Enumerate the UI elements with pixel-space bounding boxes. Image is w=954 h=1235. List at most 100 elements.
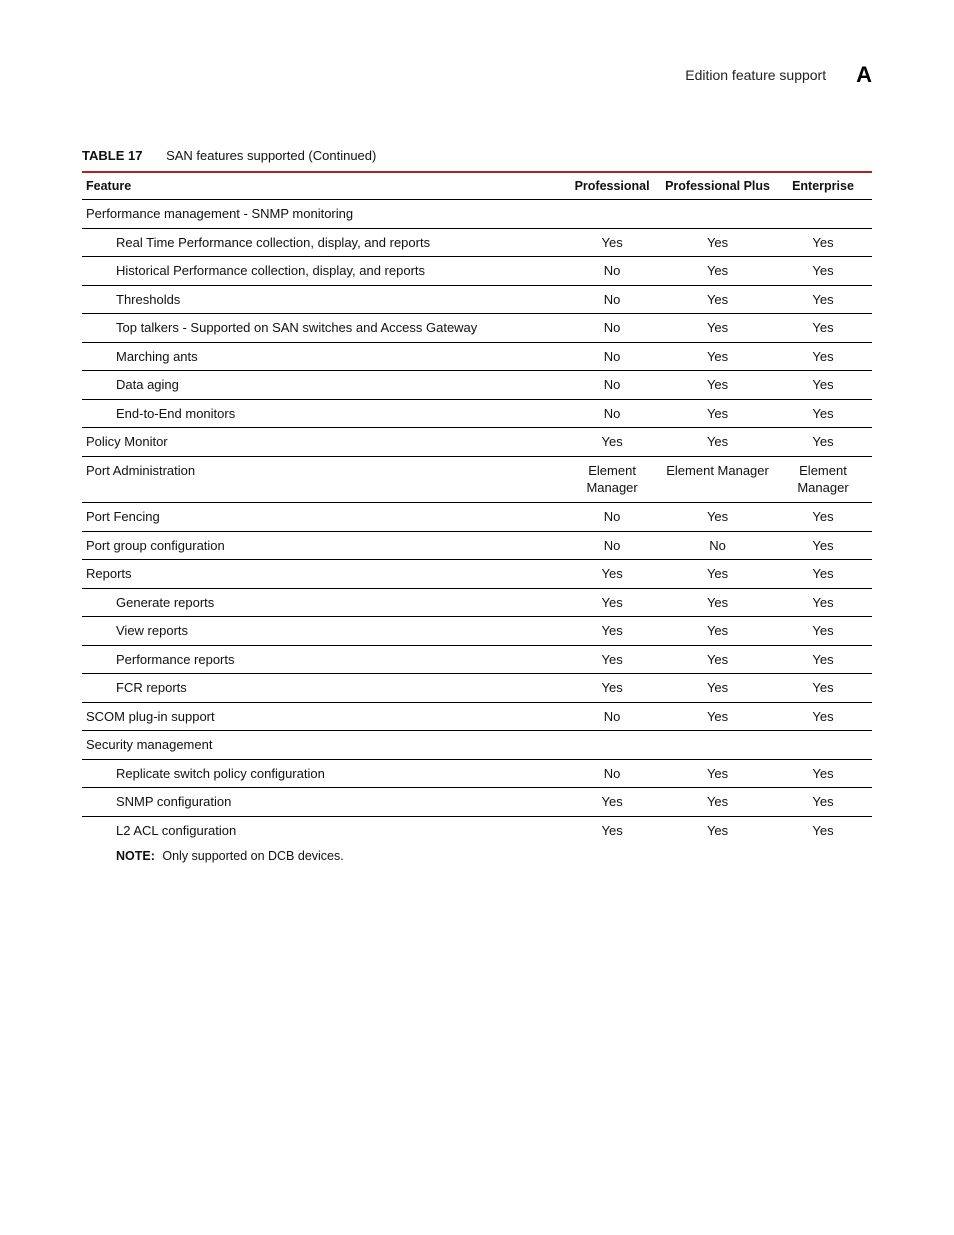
cell-professional-plus: Yes: [661, 674, 774, 703]
cell-enterprise: Yes: [774, 503, 872, 532]
cell-feature: Port Fencing: [82, 503, 563, 532]
running-header: Edition feature support A: [82, 62, 872, 88]
table-row: Historical Performance collection, displ…: [82, 257, 872, 286]
cell-enterprise: Yes: [774, 531, 872, 560]
cell-feature: Security management: [82, 731, 872, 760]
cell-enterprise: Yes: [774, 674, 872, 703]
cell-feature: Replicate switch policy configuration: [82, 759, 563, 788]
cell-feature: FCR reports: [82, 674, 563, 703]
cell-professional: Yes: [563, 817, 661, 845]
cell-feature: Data aging: [82, 371, 563, 400]
cell-enterprise: Yes: [774, 257, 872, 286]
cell-feature: View reports: [82, 617, 563, 646]
cell-professional-plus: Yes: [661, 371, 774, 400]
cell-professional: No: [563, 314, 661, 343]
cell-professional: No: [563, 531, 661, 560]
table-row: Marching antsNoYesYes: [82, 342, 872, 371]
cell-feature: Marching ants: [82, 342, 563, 371]
cell-feature: Policy Monitor: [82, 428, 563, 457]
appendix-letter: A: [856, 62, 872, 88]
cell-professional: Yes: [563, 428, 661, 457]
cell-feature: Thresholds: [82, 285, 563, 314]
cell-professional: Yes: [563, 788, 661, 817]
cell-feature: Port group configuration: [82, 531, 563, 560]
running-title: Edition feature support: [685, 67, 826, 83]
cell-feature: Top talkers - Supported on SAN switches …: [82, 314, 563, 343]
table-row: Policy MonitorYesYesYes: [82, 428, 872, 457]
cell-professional-plus: No: [661, 531, 774, 560]
cell-professional-plus: Yes: [661, 503, 774, 532]
cell-professional-plus: Yes: [661, 428, 774, 457]
cell-enterprise: Yes: [774, 588, 872, 617]
table-row: Port AdministrationElement ManagerElemen…: [82, 456, 872, 502]
cell-professional: No: [563, 399, 661, 428]
feature-table: Feature Professional Professional Plus E…: [82, 171, 872, 845]
table-row: Performance reportsYesYesYes: [82, 645, 872, 674]
cell-feature: End-to-End monitors: [82, 399, 563, 428]
cell-professional: Yes: [563, 588, 661, 617]
cell-professional-plus: Yes: [661, 788, 774, 817]
cell-feature: SNMP configuration: [82, 788, 563, 817]
cell-professional-plus: Yes: [661, 285, 774, 314]
cell-professional-plus: Yes: [661, 817, 774, 845]
table-row: L2 ACL configurationYesYesYes: [82, 817, 872, 845]
cell-enterprise: Yes: [774, 399, 872, 428]
col-header-feature: Feature: [82, 172, 563, 200]
cell-professional: Yes: [563, 674, 661, 703]
cell-enterprise: Yes: [774, 342, 872, 371]
cell-feature: Historical Performance collection, displ…: [82, 257, 563, 286]
table-row: Security management: [82, 731, 872, 760]
cell-enterprise: Yes: [774, 817, 872, 845]
table-label: TABLE 17: [82, 148, 142, 163]
col-header-enterprise: Enterprise: [774, 172, 872, 200]
cell-professional: Element Manager: [563, 456, 661, 502]
cell-professional: No: [563, 285, 661, 314]
table-caption: TABLE 17 SAN features supported (Continu…: [82, 148, 872, 163]
cell-professional-plus: Yes: [661, 617, 774, 646]
table-caption-text: SAN features supported (Continued): [166, 148, 376, 163]
cell-enterprise: Yes: [774, 428, 872, 457]
cell-enterprise: Yes: [774, 228, 872, 257]
cell-professional: Yes: [563, 617, 661, 646]
cell-feature: Real Time Performance collection, displa…: [82, 228, 563, 257]
cell-enterprise: Yes: [774, 314, 872, 343]
cell-enterprise: Yes: [774, 645, 872, 674]
cell-enterprise: Yes: [774, 560, 872, 589]
cell-enterprise: Yes: [774, 788, 872, 817]
cell-feature: L2 ACL configuration: [82, 817, 563, 845]
table-row: Port FencingNoYesYes: [82, 503, 872, 532]
cell-professional: Yes: [563, 645, 661, 674]
cell-professional-plus: Yes: [661, 759, 774, 788]
cell-professional-plus: Yes: [661, 314, 774, 343]
cell-enterprise: Yes: [774, 759, 872, 788]
cell-enterprise: Yes: [774, 702, 872, 731]
table-row: Real Time Performance collection, displa…: [82, 228, 872, 257]
cell-feature: Performance reports: [82, 645, 563, 674]
table-row: SCOM plug-in supportNoYesYes: [82, 702, 872, 731]
cell-professional: Yes: [563, 228, 661, 257]
table-row: ReportsYesYesYes: [82, 560, 872, 589]
cell-professional: No: [563, 342, 661, 371]
cell-professional: No: [563, 257, 661, 286]
table-row: Replicate switch policy configurationNoY…: [82, 759, 872, 788]
col-header-professional: Professional: [563, 172, 661, 200]
cell-professional-plus: Yes: [661, 228, 774, 257]
cell-professional-plus: Yes: [661, 588, 774, 617]
note-text: Only supported on DCB devices.: [162, 849, 343, 863]
cell-enterprise: Yes: [774, 617, 872, 646]
cell-feature: SCOM plug-in support: [82, 702, 563, 731]
table-row: View reportsYesYesYes: [82, 617, 872, 646]
cell-feature: Reports: [82, 560, 563, 589]
cell-professional: No: [563, 702, 661, 731]
table-header-row: Feature Professional Professional Plus E…: [82, 172, 872, 200]
cell-feature: Generate reports: [82, 588, 563, 617]
table-row: Performance management - SNMP monitoring: [82, 200, 872, 229]
cell-professional-plus: Yes: [661, 257, 774, 286]
cell-professional-plus: Yes: [661, 702, 774, 731]
cell-professional: No: [563, 759, 661, 788]
table-row: Generate reportsYesYesYes: [82, 588, 872, 617]
table-row: Port group configurationNoNoYes: [82, 531, 872, 560]
cell-professional-plus: Yes: [661, 645, 774, 674]
cell-professional: No: [563, 503, 661, 532]
note-label: NOTE:: [116, 849, 155, 863]
